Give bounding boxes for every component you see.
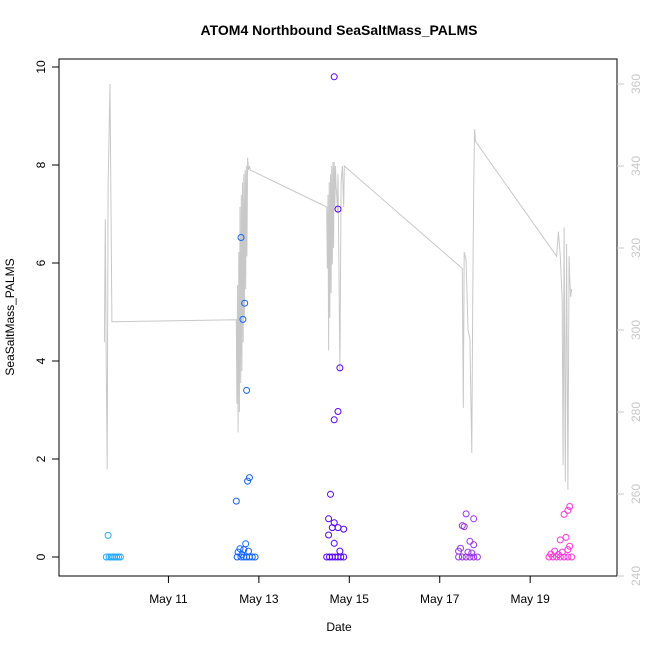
x-tick-label-1: May 13 [239, 592, 279, 606]
y-tick-label-4: 8 [34, 161, 48, 168]
data-point-62 [462, 553, 470, 561]
data-point-14 [244, 477, 252, 485]
chart-title: ATOM4 Northbound SeaSaltMass_PALMS [201, 22, 478, 38]
data-point-63 [466, 553, 474, 561]
data-point-28 [251, 553, 259, 561]
x-tick-label-4: May 19 [510, 592, 550, 606]
data-point-8 [116, 553, 124, 561]
data-point-7 [115, 553, 122, 561]
x-tick-label-2: May 15 [330, 592, 370, 606]
data-point-77 [545, 553, 553, 561]
data-point-64 [470, 553, 478, 561]
right-tick-label-4: 320 [629, 238, 643, 258]
right-tick-label-5: 340 [629, 156, 643, 176]
y-tick-label-0: 0 [34, 553, 48, 560]
x-tick-label-0: May 11 [149, 592, 188, 606]
data-point-69 [562, 533, 570, 541]
data-point-83 [568, 553, 576, 561]
data-point-68 [560, 510, 568, 518]
data-point-80 [556, 553, 564, 561]
right-tick-label-2: 280 [629, 402, 643, 422]
data-point-53 [460, 523, 468, 531]
y-tick-label-3: 6 [34, 259, 48, 266]
data-point-50 [462, 510, 470, 518]
y-tick-label-2: 4 [34, 357, 48, 364]
data-point-39 [340, 525, 348, 533]
y-tick-label-1: 2 [34, 455, 48, 462]
data-point-22 [233, 553, 241, 561]
data-point-16 [242, 540, 250, 548]
x-tick-label-3: May 17 [420, 592, 460, 606]
left-axis: 0 2 4 6 8 10 [34, 60, 59, 560]
plot-frame [58, 58, 618, 577]
right-tick-label-6: 360 [629, 74, 643, 94]
data-point-49 [340, 553, 348, 561]
data-point-0 [104, 531, 112, 539]
data-point-12 [243, 386, 251, 394]
data-point-13 [245, 474, 253, 482]
data-point-34 [327, 490, 334, 498]
data-point-9 [237, 234, 245, 241]
data-point-81 [560, 553, 568, 561]
data-point-27 [248, 553, 256, 561]
data-point-33 [330, 416, 338, 424]
data-point-79 [553, 553, 561, 561]
data-point-35 [325, 515, 333, 523]
data-point-41 [330, 539, 338, 547]
data-point-71 [566, 542, 574, 550]
right-tick-label-1: 260 [629, 484, 643, 504]
data-point-10 [241, 299, 249, 307]
data-point-1 [102, 553, 110, 561]
data-point-30 [334, 205, 342, 213]
data-point-66 [566, 503, 574, 510]
line-layer [103, 83, 573, 490]
series-line [103, 83, 573, 490]
data-point-78 [549, 553, 557, 561]
data-point-54 [466, 537, 474, 545]
data-point-31 [336, 364, 344, 372]
data-point-29 [330, 73, 338, 81]
data-point-6 [113, 553, 121, 561]
data-point-38 [334, 524, 342, 532]
right-axis: 240 260 280 300 320 340 360 [617, 74, 643, 586]
right-tick-label-0: 240 [629, 566, 643, 586]
data-point-51 [470, 515, 478, 523]
right-tick-label-3: 300 [629, 320, 643, 340]
data-point-61 [458, 553, 466, 561]
data-point-15 [232, 497, 240, 505]
y-axis-label: SeaSaltMass_PALMS [3, 258, 17, 375]
data-point-32 [334, 408, 342, 415]
data-point-74 [564, 546, 572, 554]
data-point-48 [337, 553, 345, 561]
data-point-40 [325, 531, 333, 539]
data-point-42 [336, 547, 344, 555]
data-point-82 [564, 553, 572, 561]
data-point-11 [239, 315, 247, 323]
data-point-55 [470, 541, 478, 549]
data-point-70 [556, 536, 564, 544]
x-axis: May 11 May 13 May 15 May 17 May 19 [149, 576, 550, 606]
data-point-60 [455, 553, 463, 561]
x-axis-label: Date [326, 620, 352, 634]
data-point-57 [457, 544, 464, 552]
data-point-65 [473, 553, 481, 561]
data-point-67 [564, 506, 572, 514]
data-point-59 [468, 549, 476, 557]
point-layer [102, 73, 576, 561]
y-tick-label-5: 10 [34, 60, 48, 74]
